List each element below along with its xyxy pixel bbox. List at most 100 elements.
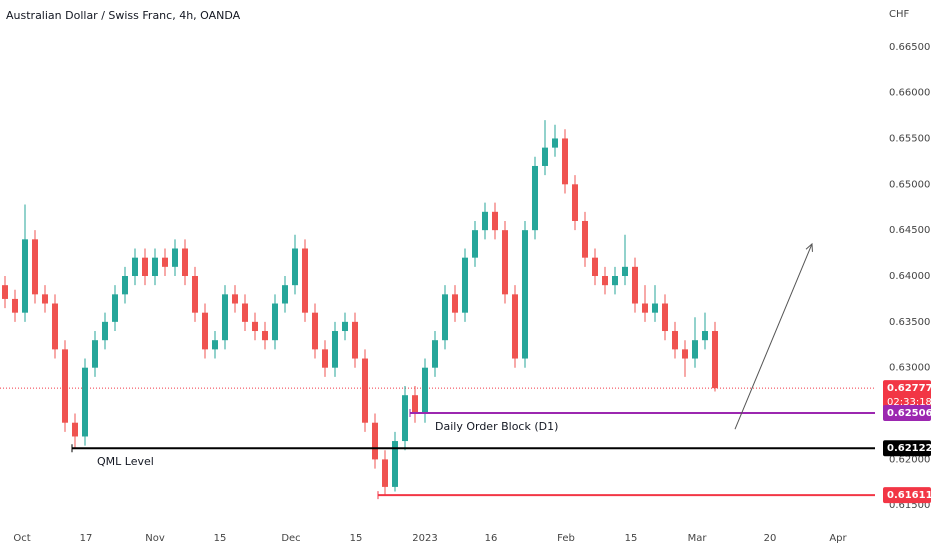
x-tick-label: 17	[80, 533, 93, 544]
candle-body	[142, 257, 148, 277]
candle-body	[132, 257, 138, 277]
x-tick-label: 15	[625, 533, 638, 544]
candle-body	[282, 285, 288, 304]
candle-body	[412, 395, 418, 414]
price-tag: 0.61611	[883, 487, 932, 504]
candle-body	[182, 248, 188, 277]
y-tick-label: 0.66000	[889, 88, 930, 99]
candle-body	[422, 367, 428, 414]
candle-body	[242, 303, 248, 322]
level-label: Daily Order Block (D1)	[435, 420, 558, 433]
candle-body	[632, 266, 638, 304]
candle-body	[122, 276, 128, 295]
candle-body	[112, 294, 118, 322]
trend-arrow	[734, 243, 813, 430]
x-tick-label: 2023	[412, 533, 437, 544]
candle-body	[42, 294, 48, 304]
price-tag-label: 0.61611	[887, 490, 932, 501]
candle-body	[62, 349, 68, 423]
x-tick-label: Oct	[13, 533, 30, 544]
y-tick-label: 0.65500	[889, 133, 930, 144]
candle-body	[502, 230, 508, 295]
candle-body	[252, 321, 258, 332]
currency-label: CHF	[889, 9, 910, 20]
candle-body	[612, 276, 618, 286]
y-tick-label: 0.63000	[889, 363, 930, 374]
candle-body	[592, 257, 598, 277]
y-tick-label: 0.62000	[889, 454, 930, 465]
candle-body	[92, 340, 98, 368]
y-tick-label: 0.66500	[889, 42, 930, 53]
candle-body	[332, 331, 338, 368]
candle-body	[22, 239, 28, 313]
candle-body	[372, 422, 378, 460]
candle-body	[162, 257, 168, 267]
candle-body	[472, 230, 478, 258]
candle-body	[52, 303, 58, 350]
candle-body	[492, 211, 498, 231]
candle-body	[32, 239, 38, 295]
candle-body	[392, 441, 398, 487]
candle-body	[382, 459, 388, 487]
candle-body	[102, 321, 108, 341]
y-tick-label: 0.61500	[889, 500, 930, 511]
candle-body	[312, 312, 318, 350]
arrow-head	[805, 242, 813, 252]
candle-body	[532, 165, 538, 231]
candle-body	[512, 294, 518, 359]
y-tick-label: 0.64500	[889, 225, 930, 236]
price-tag-box	[883, 487, 931, 504]
candle-body	[702, 331, 708, 341]
x-tick-label: 15	[350, 533, 363, 544]
candle-body	[12, 298, 18, 313]
candle-body	[352, 321, 358, 359]
candle-body	[622, 266, 628, 277]
x-tick-label: Apr	[829, 533, 847, 544]
level-label: QML Level	[97, 455, 154, 468]
candle-body	[672, 331, 678, 350]
x-tick-label: Feb	[557, 533, 575, 544]
countdown-label: 02:33:18	[887, 397, 932, 408]
candle-body	[302, 248, 308, 313]
price-tag-label: 0.62506	[887, 408, 932, 419]
candle-body	[342, 321, 348, 332]
x-tick-label: 15	[214, 533, 227, 544]
candle-body	[192, 276, 198, 313]
candle-body	[452, 294, 458, 313]
candle-body	[432, 340, 438, 368]
candle-body	[232, 294, 238, 304]
x-tick-label: Mar	[688, 533, 708, 544]
candle-body	[2, 285, 8, 299]
candle-body	[292, 248, 298, 286]
candle-body	[562, 138, 568, 185]
candle-body	[582, 220, 588, 258]
candle-body	[262, 331, 268, 341]
candle-body	[652, 303, 658, 313]
candle-body	[642, 303, 648, 313]
candle-body	[712, 331, 718, 389]
price-tag-box	[883, 440, 931, 457]
x-tick-label: Nov	[145, 533, 165, 544]
price-tag: 0.62777 02:33:18	[883, 380, 932, 411]
candle-body	[572, 184, 578, 221]
x-tick-label: 20	[764, 533, 777, 544]
candle-body	[402, 395, 408, 442]
candle-body	[272, 303, 278, 341]
candle-body	[362, 358, 368, 423]
candle-body	[172, 248, 178, 267]
candle-body	[602, 276, 608, 286]
y-tick-label: 0.65000	[889, 179, 930, 190]
candle-body	[212, 340, 218, 350]
price-tag-box	[883, 404, 931, 421]
y-tick-label: 0.64000	[889, 271, 930, 282]
candle-body	[542, 147, 548, 166]
price-tag: 0.62506	[883, 404, 932, 421]
x-tick-label: 16	[485, 533, 498, 544]
candle-body	[72, 422, 78, 437]
price-tag-label: 0.62777	[887, 383, 932, 394]
candle-body	[82, 367, 88, 437]
y-tick-label: 0.63500	[889, 317, 930, 328]
candle-body	[552, 138, 558, 148]
